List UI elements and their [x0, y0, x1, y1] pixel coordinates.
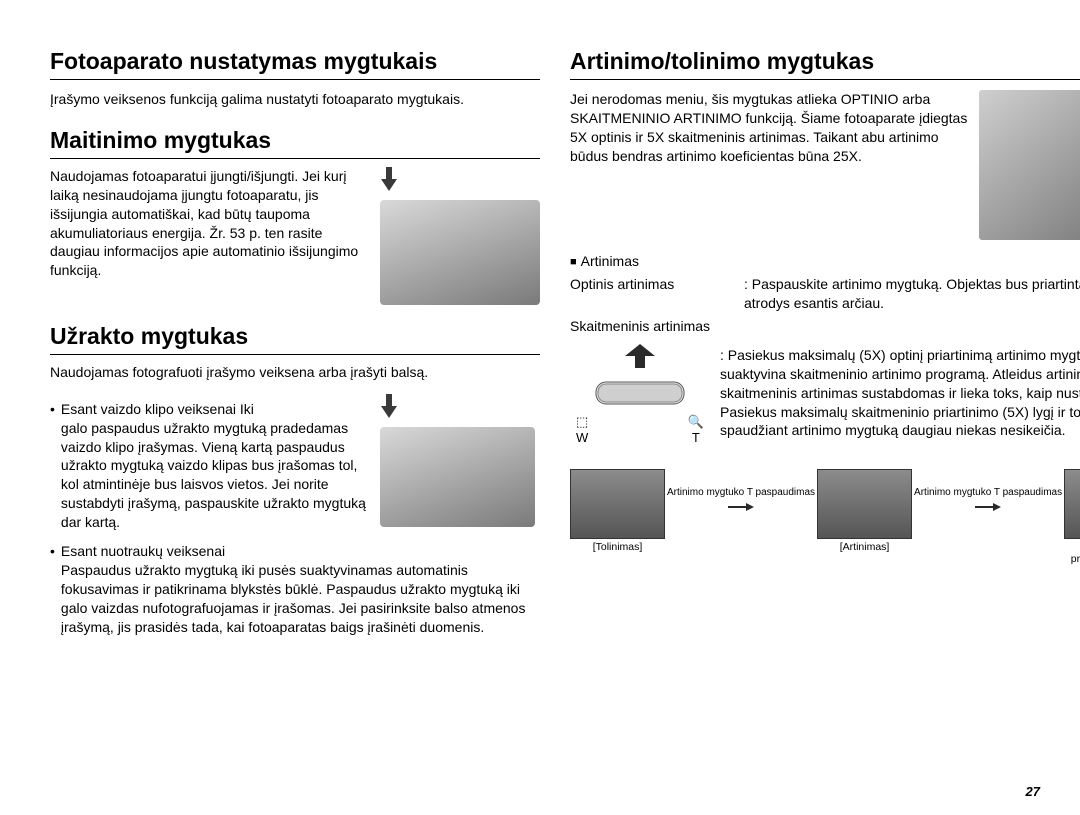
- power-image-wrap: [380, 167, 540, 305]
- arrow-up-icon: [585, 342, 695, 374]
- heading-shutter: Užrakto mygtukas: [50, 323, 540, 355]
- preview-caption-3: [Skaitmeninis priartinimas 5,0X]: [1064, 541, 1080, 566]
- shutter-b2-wrap: • Esant nuotraukų veiksenai Paspaudus už…: [50, 542, 540, 636]
- preview-caption-1: [Tolinimas]: [570, 541, 665, 554]
- preview-image: [570, 469, 665, 539]
- shutter-intro: Naudojamas fotografuoti įrašymo veiksena…: [50, 363, 540, 382]
- preview-image: [817, 469, 912, 539]
- setup-intro: Įrašymo veiksenos funkciją galima nustat…: [50, 90, 540, 109]
- zoom-optical-row: Optinis artinimas : Paspauskite artinimo…: [570, 275, 1080, 313]
- right-column: Artinimo/tolinimo mygtukas Jei nerodomas…: [570, 48, 1080, 636]
- zoom-intro-wrap: Jei nerodomas meniu, šis mygtukas atliek…: [570, 90, 1080, 246]
- power-row: Naudojamas fotoaparatui įjungti/išjungti…: [50, 167, 540, 305]
- left-column: Fotoaparato nustatymas mygtukais Įrašymo…: [50, 48, 540, 636]
- shutter-b1-wrap: • Esant vaizdo klipo veiksenai Iki galo …: [50, 394, 372, 532]
- zoom-button-row: ⬚W 🔍T : Pasiekus maksimalų (5X) optinį p…: [570, 342, 1080, 445]
- page: Fotoaparato nustatymas mygtukais Įrašymo…: [50, 48, 1040, 636]
- shutter-row-1: • Esant vaizdo klipo veiksenai Iki galo …: [50, 394, 540, 532]
- preview-1: [Tolinimas]: [570, 469, 665, 554]
- camera-image-placeholder: [380, 427, 535, 527]
- shutter-b1-label: Esant vaizdo klipo veiksenai Iki: [61, 400, 372, 419]
- w-icon: ⬚W: [576, 414, 588, 445]
- heading-setup: Fotoaparato nustatymas mygtukais: [50, 48, 540, 80]
- camera-image-placeholder: [380, 200, 540, 305]
- arrow-block-2: Artinimo mygtuko T paspaudimas: [914, 469, 1062, 517]
- bullet-dot: •: [50, 400, 55, 532]
- arrow-down-icon: [380, 394, 398, 418]
- arrow-down-icon: [380, 167, 398, 191]
- shutter-b1-text: galo paspaudus užrakto mygtuką pradedama…: [61, 419, 372, 532]
- preview-3: [Skaitmeninis priartinimas 5,0X]: [1064, 469, 1080, 566]
- arrow-label-2: Artinimo mygtuko T paspaudimas: [914, 487, 1062, 499]
- preview-image: [1064, 469, 1080, 539]
- preview-row: [Tolinimas] Artinimo mygtuko T paspaudim…: [570, 469, 1080, 566]
- t-icon: 🔍T: [688, 414, 704, 445]
- arrow-right-icon: [728, 503, 754, 511]
- zoom-digital-row: Skaitmeninis artinimas: [570, 317, 1080, 336]
- zoom-in-label: Artinimas: [570, 252, 1080, 271]
- shutter-image-wrap: [380, 394, 540, 527]
- shutter-b2-text: Paspaudus užrakto mygtuką iki pusės suak…: [61, 561, 540, 637]
- digital-text: : Pasiekus maksimalų (5X) optinį priarti…: [720, 346, 1080, 440]
- shutter-b2-label: Esant nuotraukų veiksenai: [61, 542, 540, 561]
- page-number: 27: [1026, 784, 1040, 799]
- zoom-button-diagram: ⬚W 🔍T: [570, 342, 710, 445]
- heading-zoom: Artinimo/tolinimo mygtukas: [570, 48, 1080, 80]
- optical-label: Optinis artinimas: [570, 275, 740, 313]
- zoom-rocker-icon: [570, 374, 710, 412]
- power-text: Naudojamas fotoaparatui įjungti/išjungti…: [50, 167, 372, 280]
- zoom-image-placeholder: [979, 90, 1080, 240]
- bullet-dot: •: [50, 542, 55, 636]
- preview-2: [Artinimas]: [817, 469, 912, 554]
- arrow-block-1: Artinimo mygtuko T paspaudimas: [667, 469, 815, 517]
- preview-caption-2: [Artinimas]: [817, 541, 912, 554]
- optical-text: : Paspauskite artinimo mygtuką. Objektas…: [744, 275, 1080, 313]
- arrow-label-1: Artinimo mygtuko T paspaudimas: [667, 487, 815, 499]
- digital-label: Skaitmeninis artinimas: [570, 317, 740, 336]
- arrow-right-icon: [975, 503, 1001, 511]
- heading-power: Maitinimo mygtukas: [50, 127, 540, 159]
- zoom-icons: ⬚W 🔍T: [570, 412, 710, 445]
